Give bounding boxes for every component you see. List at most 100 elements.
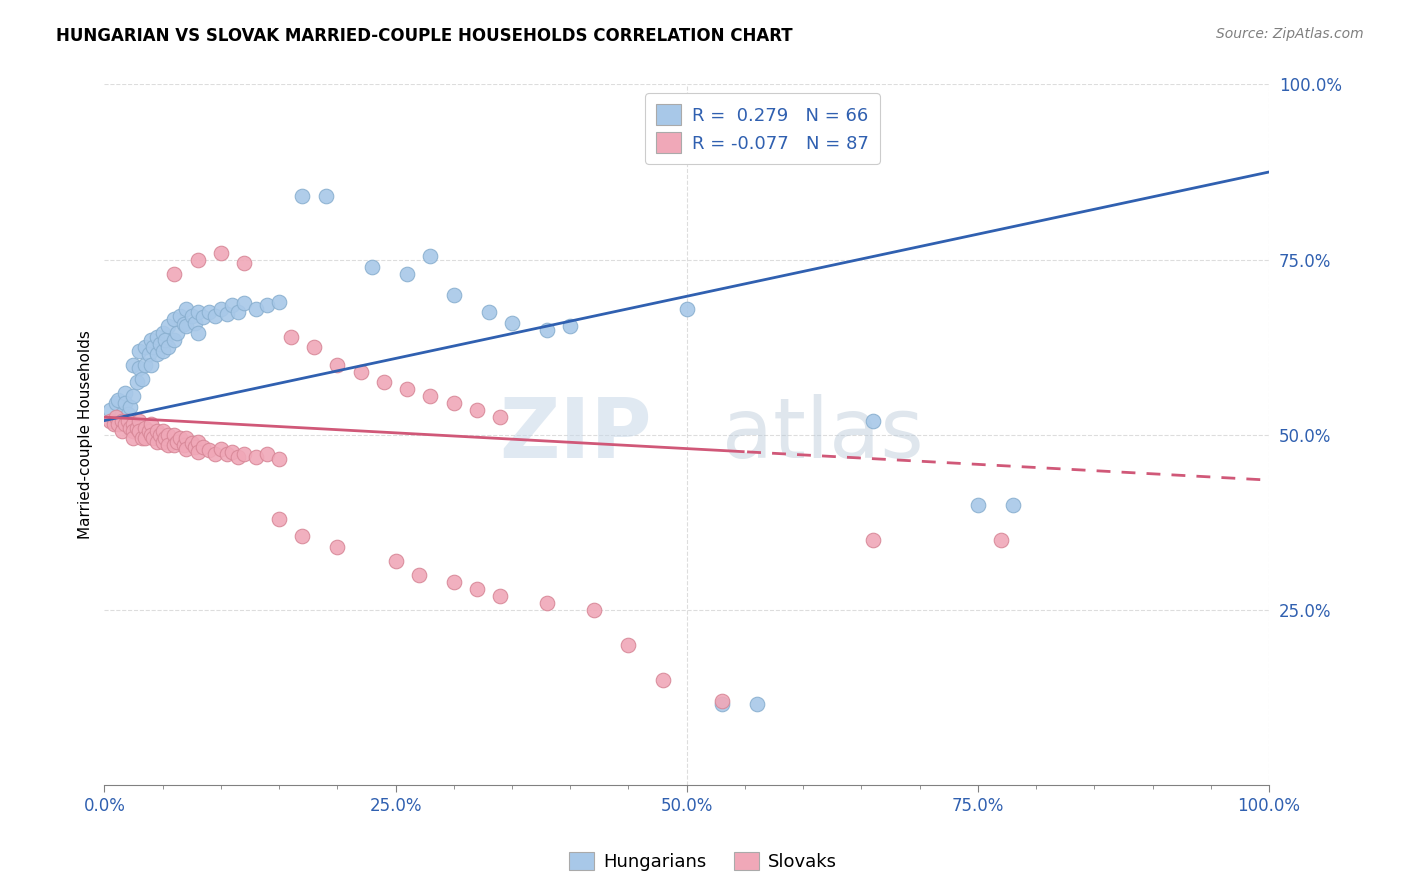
Point [443,287,465,301]
Point [326,358,349,372]
Point [107,392,129,407]
Point [118,400,141,414]
Point [187,445,209,459]
Point [138,347,160,361]
Point [152,424,174,438]
Point [233,256,256,270]
Point [174,319,197,334]
Point [103,414,125,428]
Point [122,431,145,445]
Point [153,431,176,445]
Point [180,309,202,323]
Point [990,533,1012,547]
Point [184,316,207,330]
Text: ZIP: ZIP [499,394,652,475]
Point [198,442,221,457]
Point [187,305,209,319]
Point [193,310,215,324]
Point [139,333,162,347]
Point [117,414,139,428]
Point [149,427,172,442]
Point [536,322,558,336]
Point [710,694,733,708]
Point [228,305,250,319]
Point [396,267,419,281]
Point [122,417,145,431]
Point [209,301,232,316]
Point [128,361,150,376]
Point [152,434,174,449]
Point [134,358,156,372]
Point [419,249,441,263]
Point [302,340,325,354]
Point [193,440,215,454]
Point [125,375,148,389]
Point [245,450,267,464]
Point [118,420,141,434]
Point [166,326,188,340]
Point [174,431,197,445]
Point [107,417,129,431]
Point [215,447,238,461]
Point [267,294,290,309]
Point [256,447,278,461]
Point [134,431,156,445]
Point [139,358,162,372]
Point [326,540,349,554]
Legend: R =  0.279   N = 66, R = -0.077   N = 87: R = 0.279 N = 66, R = -0.077 N = 87 [645,94,880,164]
Point [174,301,197,316]
Point [862,414,884,428]
Point [114,417,136,431]
Point [134,420,156,434]
Point [163,267,186,281]
Point [489,410,512,425]
Point [349,365,371,379]
Point [142,340,165,354]
Point [180,436,202,450]
Point [173,317,195,331]
Point [384,554,406,568]
Point [560,319,582,334]
Point [187,434,209,449]
Point [489,589,512,603]
Point [862,533,884,547]
Text: Source: ZipAtlas.com: Source: ZipAtlas.com [1216,27,1364,41]
Point [465,403,488,417]
Point [443,396,465,410]
Point [153,333,176,347]
Point [233,447,256,461]
Point [478,305,501,319]
Point [114,396,136,410]
Point [536,596,558,610]
Point [465,582,488,596]
Point [408,567,430,582]
Point [187,252,209,267]
Point [131,431,153,445]
Point [198,305,221,319]
Point [128,414,150,428]
Point [209,245,232,260]
Point [122,389,145,403]
Point [361,260,384,274]
Point [152,326,174,340]
Point [122,358,145,372]
Point [204,309,226,323]
Point [105,396,128,410]
Point [184,440,207,454]
Point [146,329,169,343]
Point [675,301,697,316]
Point [1001,498,1024,512]
Point [173,438,195,452]
Point [149,336,172,351]
Point [163,312,186,326]
Point [174,442,197,456]
Point [139,427,162,442]
Point [157,340,180,354]
Point [163,333,186,347]
Point [256,298,278,312]
Y-axis label: Married-couple Households: Married-couple Households [79,330,93,539]
Point [187,326,209,340]
Point [152,343,174,358]
Point [163,438,186,452]
Point [745,697,768,711]
